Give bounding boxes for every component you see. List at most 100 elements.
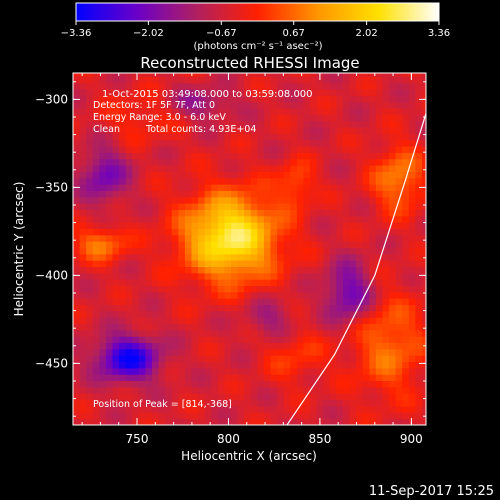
heatmap-pixel: [105, 158, 113, 166]
heatmap-pixel: [119, 165, 127, 172]
heatmap-pixel: [277, 336, 285, 344]
heatmap-pixel: [349, 127, 357, 134]
heatmap-pixel: [73, 266, 80, 274]
heatmap-pixel: [165, 215, 173, 223]
heatmap-pixel: [244, 177, 252, 185]
heatmap-pixel: [211, 215, 219, 223]
heatmap-pixel: [382, 298, 390, 306]
heatmap-pixel: [362, 260, 370, 267]
heatmap-pixel: [395, 184, 403, 191]
heatmap-pixel: [277, 76, 285, 84]
heatmap-pixel: [92, 247, 100, 255]
heatmap-pixel: [402, 355, 410, 363]
heatmap-pixels: [73, 73, 426, 425]
heatmap-pixel: [342, 367, 350, 375]
heatmap-pixel: [99, 196, 107, 204]
heatmap-pixel: [270, 114, 278, 122]
heatmap-pixel: [217, 329, 225, 337]
heatmap-pixel: [395, 418, 403, 425]
heatmap-pixel: [283, 399, 291, 407]
heatmap-pixel: [224, 380, 232, 388]
heatmap-pixel: [112, 114, 120, 122]
heatmap-pixel: [86, 253, 94, 261]
heatmap-pixel: [132, 253, 140, 261]
heatmap-pixel: [211, 380, 219, 388]
heatmap-pixel: [204, 336, 212, 344]
heatmap-pixel: [362, 120, 370, 128]
heatmap-pixel: [86, 89, 94, 96]
heatmap-pixel: [132, 355, 140, 363]
heatmap-pixel: [421, 177, 426, 185]
heatmap-pixel: [217, 177, 225, 185]
heatmap-pixel: [257, 272, 265, 280]
heatmap-pixel: [138, 348, 146, 356]
heatmap-pixel: [79, 291, 87, 299]
heatmap-pixel: [310, 336, 318, 344]
heatmap-pixel: [408, 323, 416, 331]
heatmap-pixel: [408, 298, 416, 306]
heatmap-pixel: [421, 298, 426, 306]
heatmap-pixel: [125, 247, 133, 255]
heatmap-pixel: [250, 73, 258, 77]
heatmap-pixel: [356, 222, 364, 229]
heatmap-pixel: [237, 184, 245, 191]
heatmap-pixel: [86, 165, 94, 172]
heatmap-pixel: [99, 234, 107, 242]
heatmap-pixel: [270, 120, 278, 128]
heatmap-pixel: [178, 361, 186, 369]
heatmap-pixel: [421, 152, 426, 160]
heatmap-pixel: [145, 247, 153, 255]
heatmap-pixel: [105, 120, 113, 128]
heatmap-pixel: [290, 336, 298, 344]
heatmap-pixel: [342, 158, 350, 166]
heatmap-pixel: [138, 374, 146, 382]
heatmap-pixel: [402, 222, 410, 229]
heatmap-pixel: [224, 177, 232, 185]
heatmap-pixel: [138, 355, 146, 363]
heatmap-pixel: [250, 190, 258, 198]
heatmap-pixel: [138, 418, 146, 425]
plot-area: [73, 73, 426, 425]
heatmap-pixel: [99, 241, 107, 248]
heatmap-pixel: [171, 247, 179, 255]
heatmap-pixel: [382, 215, 390, 223]
heatmap-pixel: [329, 253, 337, 261]
heatmap-pixel: [73, 317, 80, 325]
heatmap-pixel: [105, 114, 113, 122]
heatmap-pixel: [99, 298, 107, 306]
heatmap-pixel: [323, 310, 331, 318]
heatmap-pixel: [132, 101, 140, 109]
heatmap-pixel: [395, 298, 403, 306]
heatmap-pixel: [204, 253, 212, 261]
heatmap-pixel: [231, 234, 239, 242]
heatmap-pixel: [336, 247, 344, 255]
heatmap-pixel: [158, 190, 166, 198]
heatmap-pixel: [349, 247, 357, 255]
heatmap-pixel: [73, 304, 80, 312]
heatmap-pixel: [158, 247, 166, 255]
heatmap-pixel: [119, 177, 127, 185]
heatmap-pixel: [415, 329, 423, 337]
heatmap-pixel: [296, 108, 304, 115]
heatmap-pixel: [237, 95, 245, 103]
heatmap-pixel: [369, 234, 377, 242]
heatmap-pixel: [362, 82, 370, 90]
heatmap-pixel: [184, 374, 192, 382]
heatmap-pixel: [263, 215, 271, 223]
heatmap-pixel: [86, 177, 94, 185]
heatmap-pixel: [283, 203, 291, 210]
heatmap-pixel: [158, 361, 166, 369]
heatmap-pixel: [204, 177, 212, 185]
heatmap-pixel: [263, 329, 271, 337]
heatmap-pixel: [263, 323, 271, 331]
heatmap-pixel: [336, 310, 344, 318]
heatmap-pixel: [79, 386, 87, 394]
heatmap-pixel: [356, 203, 364, 210]
heatmap-pixel: [421, 412, 426, 420]
heatmap-pixel: [105, 171, 113, 179]
heatmap-pixel: [204, 165, 212, 172]
heatmap-pixel: [356, 405, 364, 413]
heatmap-pixel: [270, 165, 278, 172]
heatmap-pixel: [224, 146, 232, 153]
heatmap-pixel: [310, 298, 318, 306]
